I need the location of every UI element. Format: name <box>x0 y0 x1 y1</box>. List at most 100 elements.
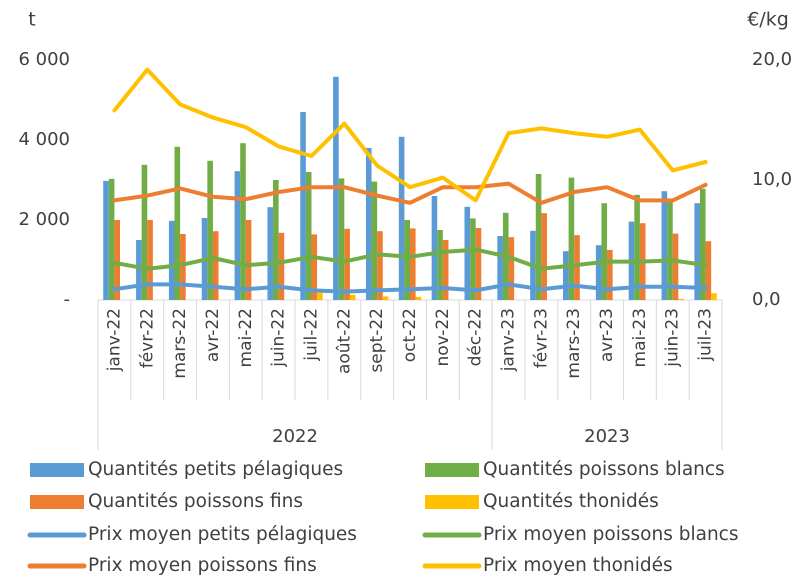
x-tick-label: nov-22 <box>433 308 453 367</box>
bar <box>431 196 438 300</box>
bar <box>497 236 503 300</box>
bar <box>678 298 684 300</box>
bar <box>108 178 115 300</box>
bar <box>267 207 274 300</box>
bar <box>212 231 219 300</box>
bar <box>349 294 356 300</box>
y-tick-label: 2 000 <box>18 209 70 230</box>
bar <box>114 220 121 300</box>
bar <box>699 188 706 300</box>
y-tick-label: 4 000 <box>18 129 70 150</box>
bar <box>344 228 350 300</box>
group-label: 2022 <box>272 426 318 447</box>
line <box>112 282 708 294</box>
x-tick-label: avr-22 <box>203 308 223 362</box>
bar <box>415 296 422 300</box>
legend-label: Prix moyen poissons fins <box>88 555 317 576</box>
bar <box>147 220 153 300</box>
bar <box>541 213 547 300</box>
x-tick-label: oct-22 <box>400 308 420 362</box>
x-tick-label: févr-22 <box>137 308 157 368</box>
bar <box>464 206 471 300</box>
bar <box>574 235 580 300</box>
y-tick-label: - <box>64 289 71 310</box>
legend-swatch <box>425 495 479 509</box>
legend-swatch <box>425 463 479 477</box>
bar <box>694 203 700 300</box>
x-tick-label: juin-22 <box>269 308 289 368</box>
bar <box>174 146 181 300</box>
bar <box>305 172 312 300</box>
legend-label: Quantités poissons fins <box>88 491 303 512</box>
legend-label: Prix moyen thonidés <box>483 555 673 576</box>
legend-swatch <box>30 495 84 509</box>
bar <box>136 240 142 300</box>
legend-label: Prix moyen poissons blancs <box>483 524 738 545</box>
legend-swatch <box>30 463 84 477</box>
y2-tick-label: 10,0 <box>752 169 792 190</box>
y-axis-title: t <box>28 9 35 31</box>
bar <box>338 178 345 300</box>
bar <box>273 180 279 300</box>
bar <box>377 231 383 300</box>
legend-label: Quantités thonidés <box>483 491 659 512</box>
bar <box>245 220 252 300</box>
bar <box>398 136 405 300</box>
x-tick-label: mai-22 <box>236 308 256 367</box>
bar <box>601 203 608 300</box>
x-tick-label: sept-22 <box>367 308 387 373</box>
bar <box>234 171 241 300</box>
x-tick-label: mai-23 <box>630 308 650 367</box>
bar <box>311 234 318 300</box>
bar <box>410 228 416 300</box>
bar <box>180 234 186 300</box>
bar <box>634 194 640 300</box>
x-tick-label: juil-22 <box>301 308 321 362</box>
x-tick-label: janv-22 <box>104 308 124 372</box>
x-tick-label: août-22 <box>334 308 354 374</box>
legend-label: Quantités poissons blancs <box>483 459 725 480</box>
bar <box>661 191 668 300</box>
x-tick-label: févr-23 <box>531 308 551 368</box>
bar <box>470 218 476 300</box>
group-label: 2023 <box>584 426 630 447</box>
y2-tick-label: 20,0 <box>752 49 792 70</box>
line <box>112 247 708 271</box>
bar <box>382 296 389 300</box>
bar <box>103 180 109 300</box>
y-tick-label: 6 000 <box>18 49 70 70</box>
bar <box>365 148 372 300</box>
bar <box>672 233 679 300</box>
bar <box>595 245 602 300</box>
bar <box>141 164 148 300</box>
x-tick-label: avr-23 <box>597 308 617 362</box>
bar <box>168 220 175 300</box>
legend-label: Prix moyen petits pélagiques <box>88 524 357 545</box>
bar <box>568 177 575 300</box>
x-tick-label: déc-22 <box>466 308 486 366</box>
bar <box>711 293 717 300</box>
bar <box>278 232 285 300</box>
bar <box>475 228 482 300</box>
bar <box>442 240 449 300</box>
bar <box>371 181 378 300</box>
bar <box>563 251 569 300</box>
bar <box>705 241 712 300</box>
line <box>112 67 708 203</box>
bar <box>317 292 323 300</box>
bar <box>437 230 443 300</box>
bar <box>404 220 410 300</box>
bar <box>535 174 542 300</box>
x-tick-label: mars-23 <box>564 308 584 379</box>
bar <box>667 199 673 300</box>
bar <box>240 143 246 300</box>
legend-label: Quantités petits pélagiques <box>88 459 343 480</box>
x-tick-label: janv-23 <box>499 308 519 372</box>
line <box>112 181 708 205</box>
bar <box>207 160 213 300</box>
bar <box>508 237 515 300</box>
x-tick-label: mars-22 <box>170 308 190 379</box>
x-tick-label: juil-23 <box>696 308 716 362</box>
bar <box>300 112 306 300</box>
